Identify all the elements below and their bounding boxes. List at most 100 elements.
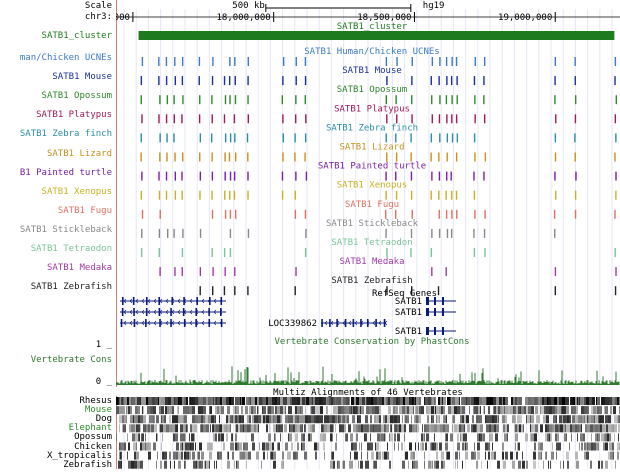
- alignment-block: [602, 415, 604, 424]
- ucne-element: [554, 171, 556, 181]
- ucne-element: [305, 228, 307, 238]
- alignment-block: [192, 415, 195, 424]
- alignment-block: [273, 460, 276, 469]
- track-label-satb1-zebra-finch[interactable]: SATB1 Zebra finch: [19, 129, 112, 140]
- track-label-satb1-zebrafish[interactable]: SATB1 Zebrafish: [30, 282, 112, 293]
- gene-exon: [158, 297, 161, 305]
- alignment-block: [470, 397, 471, 405]
- alignment-block: [131, 460, 134, 469]
- alignment-block: [333, 460, 335, 469]
- alignment-block: [432, 397, 434, 405]
- ucne-element: [446, 228, 449, 238]
- alignment-block: [220, 433, 221, 442]
- ucne-element: [438, 228, 441, 238]
- gene-exon: [158, 308, 161, 316]
- ucne-element: [483, 228, 486, 238]
- track-label-satb1-medaka[interactable]: SATB1 Medaka: [46, 263, 112, 274]
- alignment-block: [517, 424, 519, 433]
- alignment-block: [120, 451, 121, 460]
- alignment-block: [556, 451, 557, 460]
- cons-title: Vertebrate Conservation by PhastCons: [274, 337, 469, 347]
- alignment-block: [345, 433, 346, 442]
- species-label-chicken[interactable]: Chicken: [74, 441, 112, 452]
- species-label-x-tropicalis[interactable]: X_tropicalis: [46, 450, 112, 461]
- ucne-element: [574, 95, 577, 105]
- track-label-satb1-xenopus[interactable]: SATB1 Xenopus: [41, 186, 112, 197]
- alignment-block: [441, 460, 443, 469]
- tracks-canvas[interactable]: 17,500,00018,000,00018,500,00019,000,000…: [76, 0, 620, 469]
- track-label-b1-painted-turtle[interactable]: B1 Painted turtle: [19, 167, 112, 178]
- alignment-block: [217, 451, 219, 460]
- ucne-element: [484, 209, 486, 219]
- alignment-block: [236, 424, 238, 433]
- alignment-block: [526, 406, 528, 415]
- alignment-block: [480, 424, 483, 433]
- species-label-opossum[interactable]: Opossum: [74, 432, 112, 443]
- species-label-zebrafish[interactable]: Zebrafish: [63, 459, 112, 470]
- track-label-satb1-cluster[interactable]: SATB1_cluster: [41, 31, 112, 41]
- ucne-element: [410, 133, 412, 143]
- ucne-element: [396, 57, 398, 66]
- alignment-block: [522, 451, 523, 460]
- alignment-block: [605, 433, 607, 442]
- ucne-element: [395, 171, 397, 181]
- track-label-satb1-opossum[interactable]: SATB1 Opossum: [41, 91, 112, 102]
- ucne-element: [574, 209, 577, 219]
- alignment-block: [579, 397, 580, 405]
- gene-exon: [208, 308, 210, 316]
- alignment-block: [483, 433, 485, 442]
- track-label-satb1-platypus[interactable]: SATB1 Platypus: [36, 110, 112, 121]
- track-area[interactable]: 17,500,00018,000,00018,500,00019,000,000…: [76, 0, 620, 469]
- ucne-element: [385, 95, 387, 105]
- track-label-satb1-mouse[interactable]: SATB1 Mouse: [52, 72, 112, 83]
- alignment-block: [427, 415, 428, 424]
- ucne-element: [174, 152, 176, 162]
- alignment-block: [153, 406, 156, 415]
- alignment-block: [310, 406, 311, 415]
- species-label-dog[interactable]: Dog: [95, 414, 112, 425]
- alignment-block: [478, 406, 480, 415]
- track-label-satb1-fugu[interactable]: SATB1 Fugu: [57, 205, 112, 216]
- alignment-block: [370, 442, 372, 451]
- ucne-element: [159, 152, 161, 162]
- alignment-block: [297, 424, 300, 433]
- alignment-block: [227, 424, 230, 433]
- alignment-block: [199, 442, 202, 451]
- alignment-block: [517, 442, 518, 451]
- alignment-block: [540, 397, 542, 405]
- alignment-block: [120, 397, 121, 405]
- track-center-label: SATB1 Zebrafish: [331, 276, 412, 286]
- alignment-block: [436, 460, 439, 469]
- alignment-block: [134, 451, 136, 460]
- track-label-satb1-stickleback[interactable]: SATB1 Stickleback: [19, 224, 112, 235]
- alignment-block: [319, 397, 321, 405]
- species-label-elephant[interactable]: Elephant: [68, 423, 112, 434]
- gene-exon: [170, 308, 172, 316]
- strand-arrow: [129, 309, 133, 315]
- alignment-block: [432, 442, 434, 451]
- alignment-block: [265, 415, 266, 424]
- alignment-block: [381, 424, 384, 433]
- gene-exon: [434, 297, 436, 305]
- alignment-block: [203, 397, 206, 405]
- alignment-block: [522, 460, 525, 469]
- ucne-element: [224, 171, 226, 181]
- alignment-block: [288, 406, 290, 415]
- track-label-satb1-lizard[interactable]: SATB1 Lizard: [46, 148, 112, 159]
- ucne-element: [395, 209, 397, 219]
- gene-exon: [133, 308, 135, 316]
- species-label-rhesus[interactable]: Rhesus: [79, 396, 112, 406]
- track-label-satb1-tetraodon[interactable]: SATB1 Tetraodon: [30, 244, 112, 254]
- track-label-vertebrate-cons[interactable]: Vertebrate Cons: [30, 355, 112, 365]
- track-label-man-chicken-ucnes[interactable]: man/Chicken UCNEs: [19, 53, 112, 63]
- alignment-block: [203, 406, 206, 415]
- species-label-mouse[interactable]: Mouse: [84, 405, 112, 416]
- alignment-block: [153, 442, 156, 451]
- alignment-block: [562, 406, 564, 415]
- alignment-block: [336, 397, 338, 405]
- alignment-block: [519, 424, 521, 433]
- alignment-block: [285, 406, 286, 415]
- alignment-block: [187, 424, 188, 433]
- alignment-block: [384, 397, 386, 405]
- alignment-block: [353, 442, 356, 451]
